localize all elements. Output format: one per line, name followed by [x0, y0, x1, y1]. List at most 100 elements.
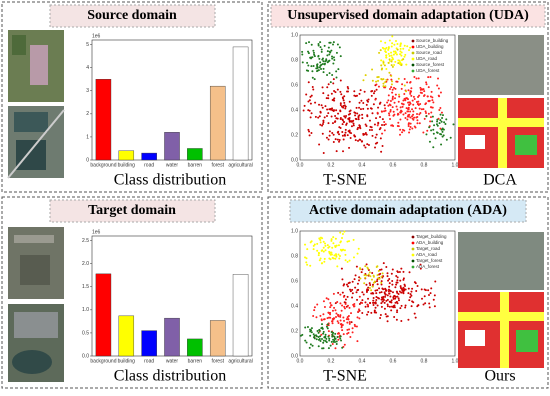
tsne-dot [335, 253, 338, 256]
tsne-dot [366, 115, 369, 118]
tsne-dot [305, 261, 308, 264]
tsne-dot [402, 278, 405, 281]
tsne-dot [341, 329, 344, 332]
legend-marker [411, 265, 415, 269]
tsne-dot [327, 138, 330, 141]
tsne-dot [327, 122, 330, 125]
tsne-dot [385, 266, 388, 269]
tsne-dot [364, 132, 367, 135]
tsne-dot [312, 248, 315, 251]
tsne-dot [416, 122, 419, 125]
tsne-dot [392, 50, 395, 53]
tsne-dot [398, 95, 401, 98]
tsne-dot [339, 314, 342, 317]
tsne-dot [409, 81, 412, 84]
tsne-dot [327, 94, 330, 97]
tsne-dot [393, 43, 396, 46]
tsne-dot [308, 130, 311, 133]
tsne-dot [380, 150, 383, 153]
tsne-dot [341, 123, 344, 126]
tsne-dot [323, 63, 326, 66]
tsne-dot [332, 62, 335, 65]
tsne-dot [419, 86, 422, 89]
tsne-dot [322, 330, 325, 333]
tsne-dot [425, 115, 428, 118]
tsne-dot [320, 333, 323, 336]
tsne-dot [418, 122, 421, 125]
tsne-dot [380, 124, 383, 127]
tsne-dot [345, 122, 348, 125]
tsne-dot [383, 301, 386, 304]
tsne-dot [389, 99, 392, 102]
tsne-dot [382, 62, 385, 65]
tsne-dot [359, 138, 362, 141]
x-tick-label: barren [188, 162, 203, 168]
tsne-dot [386, 315, 389, 318]
tsne-dot [426, 129, 429, 132]
tsne-dot [322, 347, 325, 350]
tsne-dot [366, 107, 369, 110]
tsne-dot [331, 342, 334, 345]
tsne-dot [390, 45, 393, 48]
tsne-dot [440, 111, 443, 114]
tsne-dot [376, 265, 379, 268]
tsne-dot [380, 280, 383, 283]
tsne-dot [329, 41, 332, 44]
tsne-dot [375, 117, 378, 120]
tsne-dot [396, 80, 399, 83]
tsne-dot [319, 46, 322, 49]
legend-marker [411, 45, 415, 49]
tsne-dot [382, 47, 385, 50]
tsne-dot [403, 84, 406, 87]
tsne-dot [344, 128, 347, 131]
tsne-dot [432, 298, 435, 301]
tsne-dot [382, 82, 385, 85]
tsne-dot [378, 51, 381, 54]
y-tick-label: 0.4 [291, 303, 298, 309]
tsne-dot [333, 58, 336, 61]
tsne-dot [310, 56, 313, 59]
tsne-dot [358, 308, 361, 311]
tsne-dot [338, 140, 341, 143]
x-tick-label: agricultural [228, 358, 252, 364]
panel-frame [1, 196, 263, 389]
tsne-dot [399, 285, 402, 288]
tsne-dot [343, 230, 346, 233]
panel-frame [267, 196, 549, 389]
tsne-dot [307, 100, 310, 103]
tsne-dot [396, 281, 399, 284]
tsne-dot [305, 341, 308, 344]
legend-marker [411, 57, 415, 61]
tsne-dot [321, 58, 324, 61]
tsne-dot [426, 95, 429, 98]
tsne-dot [405, 63, 408, 66]
tsne-dot [394, 87, 397, 90]
legend-label: Target_building [416, 234, 447, 239]
tsne-dot [399, 42, 402, 45]
tsne-dot [341, 131, 344, 134]
tsne-dot [358, 317, 361, 320]
tsne-dot [367, 286, 370, 289]
tsne-dot [413, 98, 416, 101]
tsne-dot [333, 254, 336, 257]
tsne-dot [379, 127, 382, 130]
tsne-dot [391, 42, 394, 45]
tsne-dot [399, 53, 402, 56]
tsne-dot [391, 305, 394, 308]
tsne-dot [384, 41, 387, 44]
tsne-dot [407, 292, 410, 295]
x-tick-label: background [90, 162, 116, 168]
tsne-dot [338, 133, 341, 136]
tsne-dot [430, 287, 433, 290]
tsne-dot [323, 318, 326, 321]
bar [141, 152, 157, 161]
tsne-dot [334, 120, 337, 123]
tsne-dot [384, 50, 387, 53]
tsne-dot [369, 284, 372, 287]
tsne-dot [401, 131, 404, 134]
tsne-dot [385, 289, 388, 292]
tsne-dot [348, 131, 351, 134]
bar [164, 317, 180, 357]
tsne-dot [385, 46, 388, 49]
tsne-dot [418, 113, 421, 116]
